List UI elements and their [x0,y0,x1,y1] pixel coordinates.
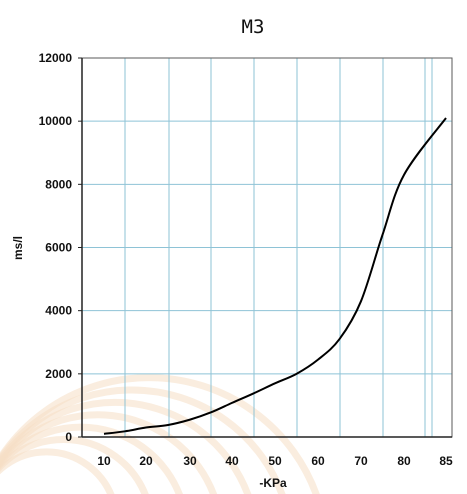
x-tick-label: 60 [311,454,325,468]
x-tick-label: 20 [139,454,153,468]
x-tick-label: 70 [354,454,368,468]
watermark-arc [0,374,320,494]
watermark-decoration [0,374,320,494]
y-tick-label: 10000 [39,114,73,128]
series-lines [103,117,447,435]
series-line [103,117,447,435]
chart-title: M3 [242,16,265,38]
y-axis-label: ms/l [11,236,25,260]
y-tick-label: 2000 [45,367,72,381]
x-tick-labels: 10 20 30 40 50 60 70 80 85 [97,454,453,468]
y-tick-label: 0 [65,430,72,444]
x-tick-label: 40 [225,454,239,468]
watermark-arc [0,448,115,494]
y-tick-label: 4000 [45,304,72,318]
watermark-arc [0,423,183,494]
x-axis-label: -KPa [259,476,287,490]
y-tick-label: 6000 [45,241,72,255]
y-tick-label: 8000 [45,177,72,191]
y-tick-label: 12000 [39,51,73,65]
watermark-arc [0,436,149,494]
x-tick-label: 10 [97,454,111,468]
x-tick-label: 80 [397,454,411,468]
x-tick-label: 50 [268,454,282,468]
y-tick-labels: 0 2000 4000 6000 8000 10000 12000 [39,51,82,444]
x-tick-label: 30 [183,454,197,468]
x-tick-label: 85 [439,454,453,468]
